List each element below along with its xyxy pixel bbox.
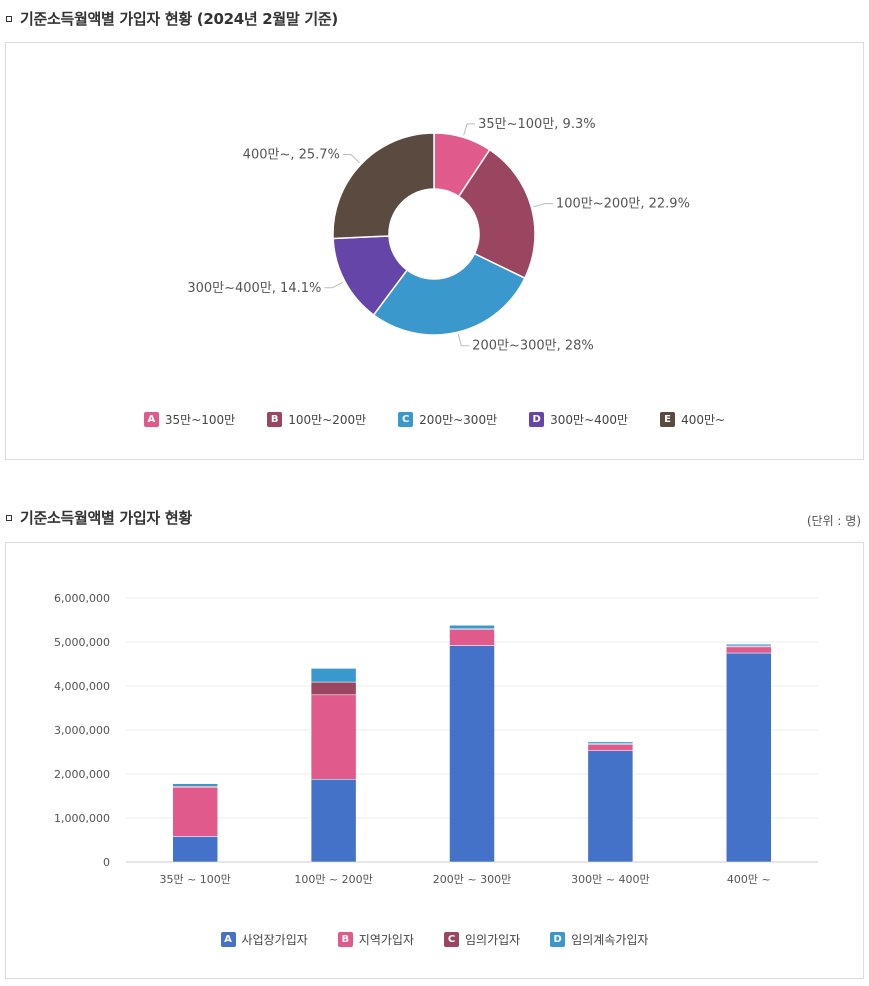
bar-segment[interactable] [310,668,357,683]
legend-label: 지역가입자 [358,933,414,947]
legend-label: 100만~200만 [288,413,367,427]
legend-label: 사업장가입자 [241,933,308,947]
legend-item[interactable]: A 사업장가입자 [220,931,308,948]
pie-data-label: 300만~400만, 14.1% [187,281,321,296]
pie-leader-line [457,333,470,347]
bar-section-title: 기준소득월액별 가입자 현황 [6,507,192,528]
bar-segment[interactable] [587,741,634,744]
title-bullet-icon [6,514,12,521]
x-tick-label: 200만 ~ 300만 [433,873,511,886]
legend-badge: B [337,932,353,947]
y-tick-label: 5,000,000 [54,636,110,649]
legend-label: 200만~300만 [419,413,498,427]
bar-chart-panel: 0 1,000,000 2,000,000 3,000,000 4,000,000 5,0… [5,542,864,979]
bar-segment[interactable] [310,681,357,696]
legend-badge: B [267,412,283,427]
y-tick-label: 6,000,000 [54,592,110,605]
pie-legend: A 35만~100만 B 100만~200만 C 200만~300만 D 300만~400만 E… [6,411,863,428]
y-tick-label: 2,000,000 [54,768,110,781]
legend-item[interactable]: B 지역가입자 [337,931,414,948]
legend-item[interactable]: A 35만~100만 [143,411,236,428]
bar-segment[interactable] [726,652,772,863]
legend-label: 35만~100만 [164,413,236,427]
x-tick-label: 300만 ~ 400만 [571,873,649,886]
bar-section-title-text: 기준소득월액별 가입자 현황 [20,509,192,527]
pie-leader-line [533,203,553,208]
pie-leader-line [324,281,344,289]
bar-legend: A 사업장가입자 B 지역가입자 C 임의가입자 D 임의계속가입자 [6,931,863,948]
legend-badge: D [529,412,545,427]
bar-segment[interactable] [449,645,495,863]
pie-data-label: 200만~300만, 28% [472,339,594,354]
legend-label: 임의계속가입자 [571,933,649,947]
legend-item[interactable]: C 임의가입자 [443,931,521,948]
bar-segment[interactable] [310,694,357,780]
pie-section-title-text: 기준소득월액별 가입자 현황 (2024년 2월말 기준) [20,10,338,28]
y-tick-label: 4,000,000 [54,680,110,693]
x-tick-label: 100만 ~ 200만 [294,873,372,886]
pie-chart-panel: 35만~100만, 9.3% 100만~200만, 22.9% 200만~300만,… [5,42,864,460]
donut-chart: 35만~100만, 9.3% 100만~200만, 22.9% 200만~300만,… [187,117,690,354]
legend-badge: A [220,932,236,947]
pie-leader-line [463,123,476,136]
pie-section-title: 기준소득월액별 가입자 현황 (2024년 2월말 기준) [6,8,338,29]
bar-segment[interactable] [310,779,357,863]
legend-label: 400만~ [681,413,726,427]
bar-segment[interactable] [587,744,634,751]
pie-leader-line [342,153,360,164]
bar-segment[interactable] [172,786,218,837]
unit-label: (단위 : 명) [806,514,861,528]
bar-segment[interactable] [449,629,495,646]
x-tick-label: 400만 ~ [727,873,771,886]
legend-item[interactable]: D 임의계속가입자 [550,931,648,948]
pie-slice[interactable] [457,148,536,280]
legend-badge: A [143,412,159,427]
bar-segment[interactable] [726,646,772,654]
bar-segment[interactable] [449,625,495,630]
pie-data-label: 400만~, 25.7% [243,147,340,162]
legend-badge: C [443,932,459,947]
pie-slice[interactable] [332,132,435,240]
legend-label: 임의가입자 [464,933,521,947]
title-bullet-icon [6,15,12,22]
legend-item[interactable]: C 200만~300만 [398,411,497,428]
bar-segment[interactable] [726,643,772,647]
y-tick-label: 3,000,000 [54,724,110,737]
legend-badge: D [550,932,566,947]
stacked-bar-chart: 0 1,000,000 2,000,000 3,000,000 4,000,000 5,0… [54,592,818,886]
bar-segment[interactable] [172,783,218,787]
pie-slice[interactable] [372,252,526,336]
x-tick-label: 35만 ~ 100만 [159,873,230,886]
legend-item[interactable]: D 300만~400만 [529,411,628,428]
legend-badge: E [660,412,676,427]
y-tick-label: 1,000,000 [54,812,110,825]
legend-badge: C [398,412,414,427]
pie-data-label: 100만~200만, 22.9% [556,197,690,212]
legend-item[interactable]: B 100만~200만 [267,411,366,428]
legend-label: 300만~400만 [550,413,629,427]
bar-segment[interactable] [587,750,634,863]
legend-item[interactable]: E 400만~ [660,411,725,428]
y-tick-label: 0 [103,856,110,869]
bar-segment[interactable] [172,836,218,863]
pie-data-label: 35만~100만, 9.3% [478,117,595,132]
